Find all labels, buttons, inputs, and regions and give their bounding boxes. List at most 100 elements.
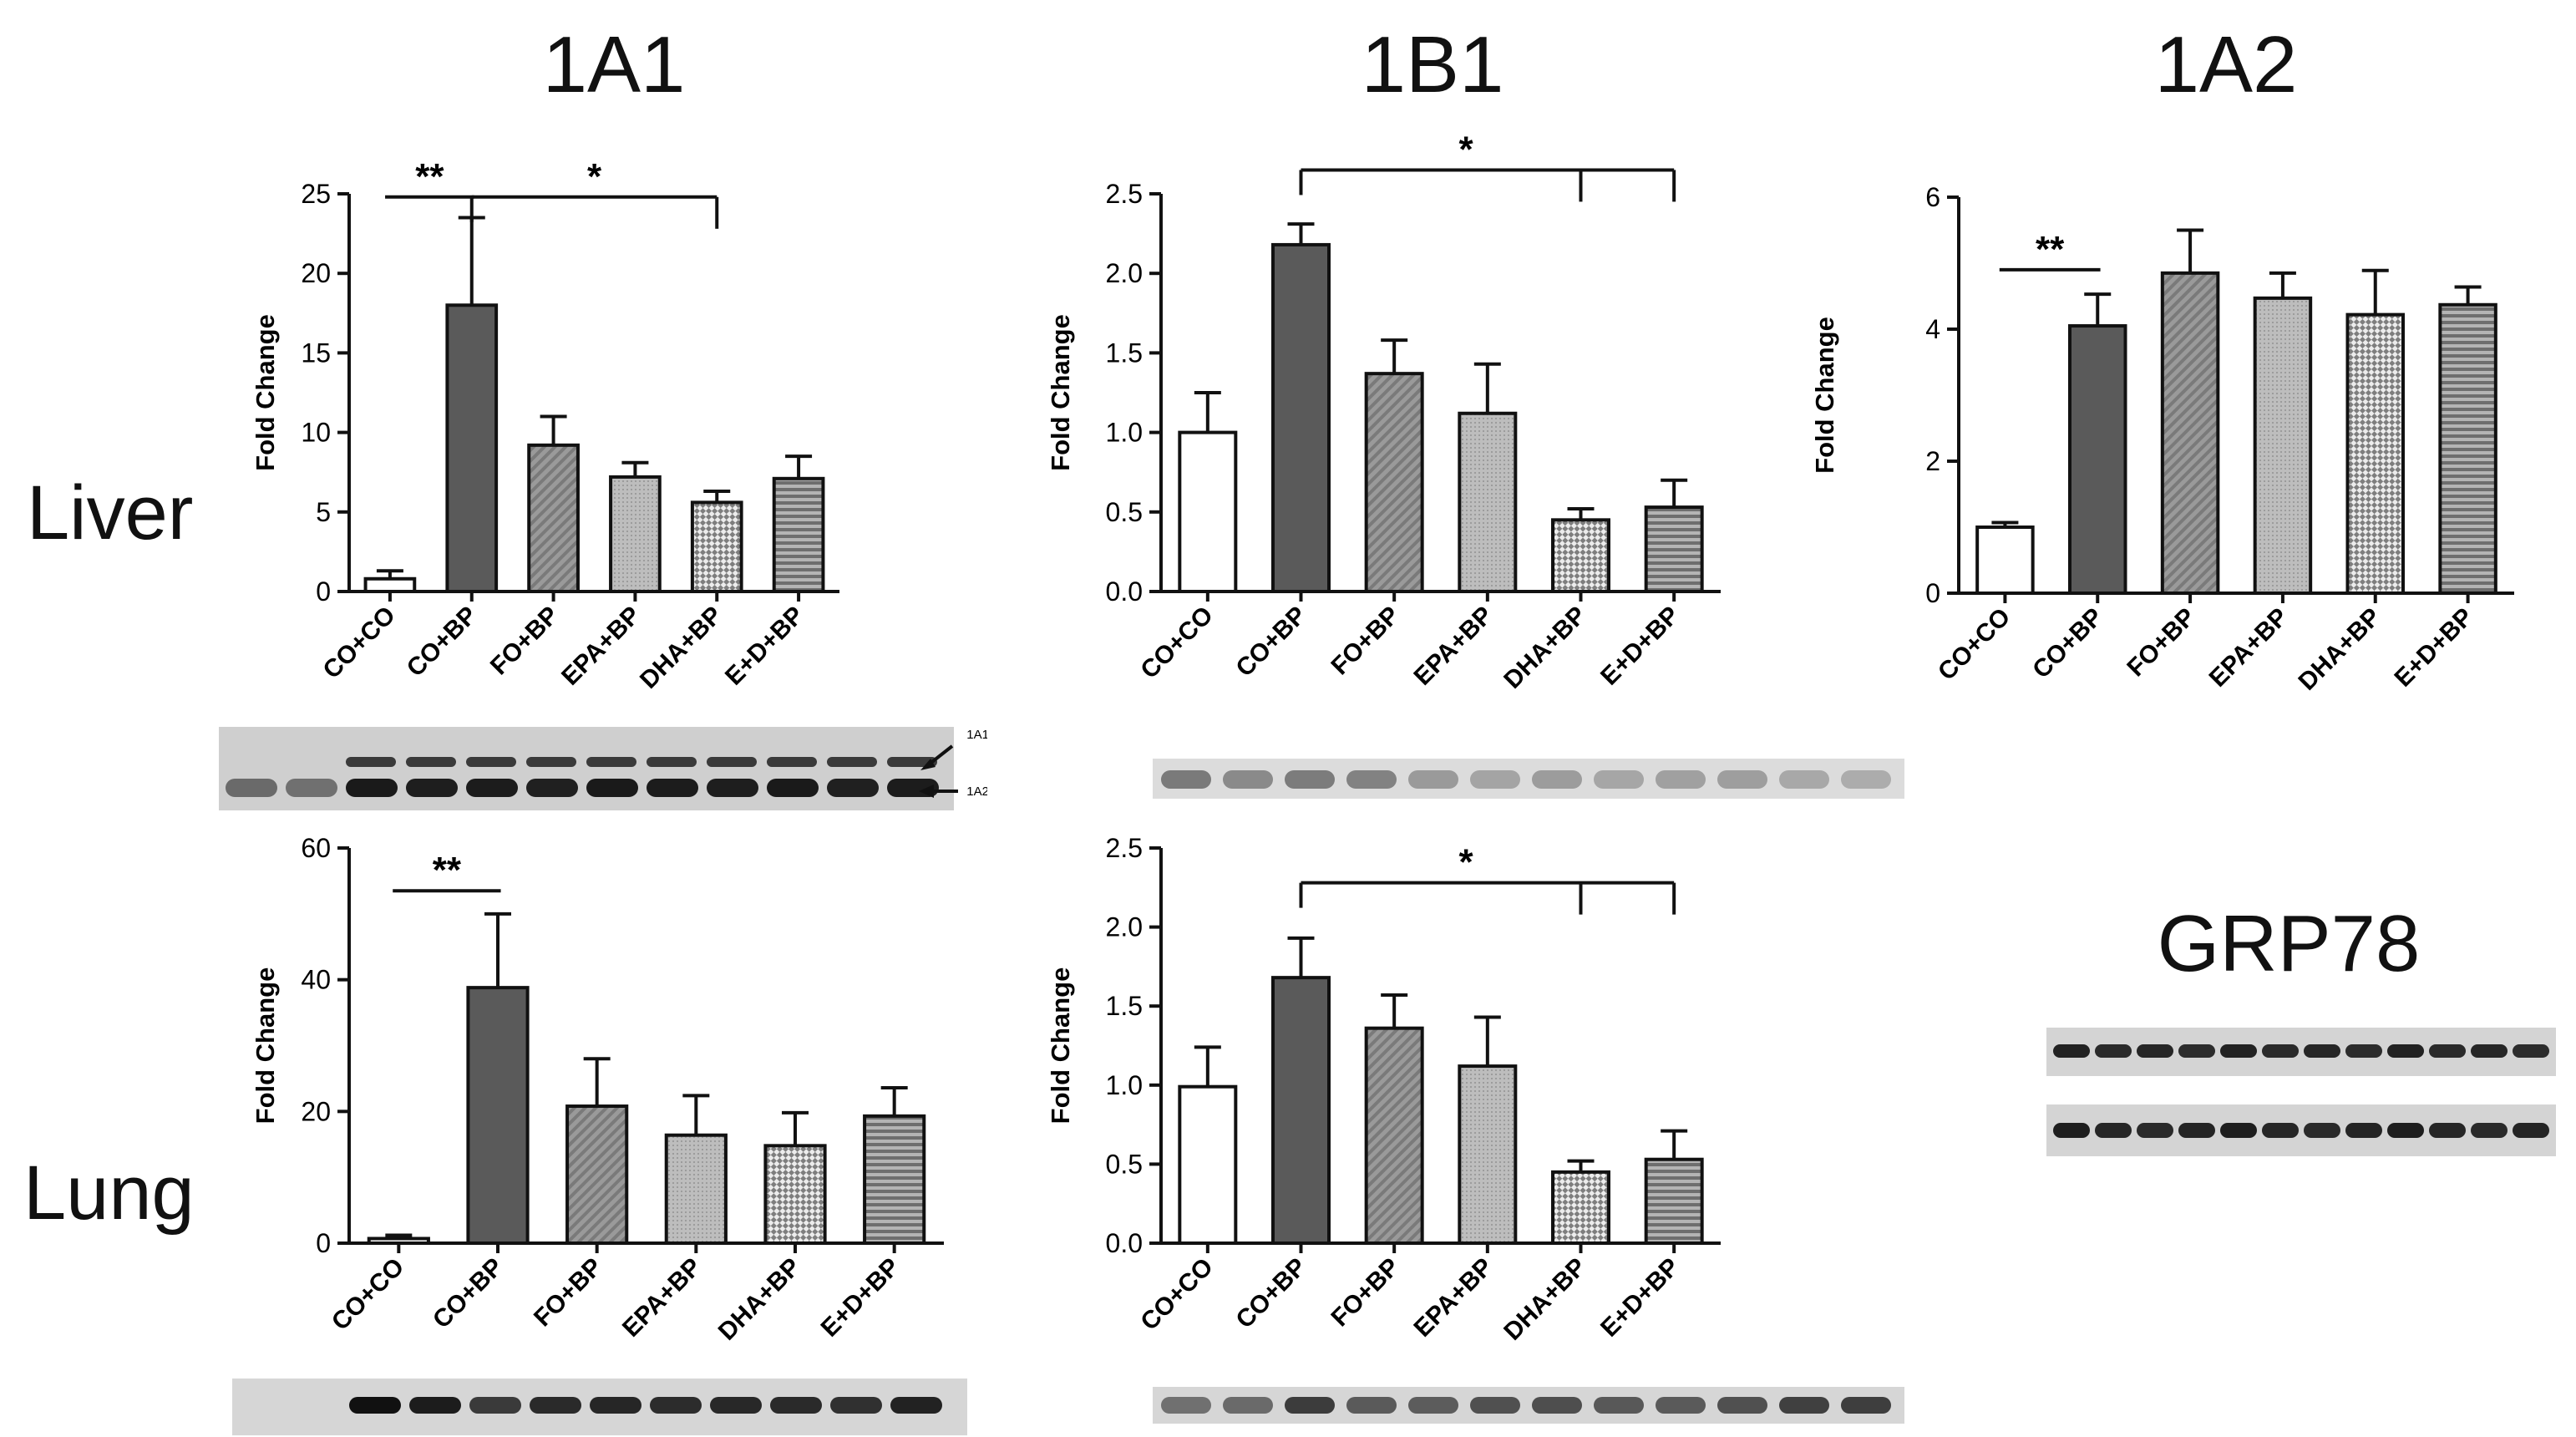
bar-CO+CO bbox=[363, 576, 417, 594]
bar-DHA+BP bbox=[2345, 312, 2405, 595]
blot-band bbox=[647, 757, 697, 767]
western-blot-grp78 bbox=[2046, 1028, 2556, 1156]
blot-band bbox=[2053, 1123, 2090, 1138]
blot-band bbox=[1161, 1397, 1211, 1414]
blot-band bbox=[286, 779, 337, 797]
blot-band bbox=[887, 757, 937, 767]
y-tick-label: 2 bbox=[1925, 446, 1940, 476]
y-tick-label: 20 bbox=[301, 258, 331, 288]
blot-band bbox=[469, 1397, 521, 1414]
x-tick-label: DHA+BP bbox=[1498, 602, 1591, 694]
y-tick-label: 0.0 bbox=[1106, 576, 1143, 607]
western-blot-lung-1b1 bbox=[1153, 1387, 1904, 1424]
x-tick-label: DHA+BP bbox=[713, 1253, 806, 1346]
blot-band bbox=[1470, 1397, 1520, 1414]
bar-EPA+BP bbox=[1458, 411, 1518, 594]
blot-band bbox=[586, 779, 638, 797]
y-tick-label: 0 bbox=[1925, 578, 1940, 608]
significance-label: ** bbox=[433, 850, 462, 891]
blot-band bbox=[1408, 1397, 1458, 1414]
x-tick-label: CO+BP bbox=[2027, 603, 2108, 684]
blot-band bbox=[530, 1397, 581, 1414]
chart-liver-1a1: 0 5 10 15 20 25 Fold Change CO+CO CO+BP FO+BPEPA+… bbox=[251, 156, 839, 694]
y-axis-label: Fold Change bbox=[1046, 967, 1075, 1125]
bar-E+D+BP bbox=[1644, 1157, 1704, 1245]
x-tick-label: E+D+BP bbox=[720, 602, 809, 691]
blot-band bbox=[1779, 1397, 1829, 1414]
y-tick-label: 0 bbox=[316, 576, 331, 607]
blot-band bbox=[707, 757, 757, 767]
bar-FO+BP bbox=[1364, 372, 1424, 593]
bar-DHA+BP bbox=[690, 500, 743, 593]
blot-band bbox=[406, 779, 458, 797]
chart-liver-1a2: 0 2 4 6 Fold Change CO+CO CO+BP FO+BP EPA+BP DHA+… bbox=[1810, 182, 2514, 696]
x-tick-label: CO+BP bbox=[1230, 602, 1311, 683]
x-tick-label: EPA+BP bbox=[556, 602, 646, 691]
x-tick-label: CO+CO bbox=[1933, 603, 2016, 686]
blot-band bbox=[2387, 1044, 2424, 1058]
blot-band bbox=[2345, 1123, 2382, 1138]
y-tick-label: 2.5 bbox=[1106, 179, 1143, 209]
significance-label: * bbox=[1458, 129, 1473, 170]
column-title-1b1: 1B1 bbox=[1361, 20, 1504, 109]
blot-band bbox=[2095, 1044, 2132, 1058]
y-tick-label: 15 bbox=[301, 338, 331, 368]
blot-band bbox=[1656, 1397, 1706, 1414]
blot-band bbox=[349, 1397, 401, 1414]
blot-band bbox=[466, 757, 516, 767]
y-axis-label: Fold Change bbox=[1046, 314, 1075, 471]
blot-band bbox=[1717, 1397, 1767, 1414]
blot-band bbox=[2095, 1123, 2132, 1138]
row-label-lung: Lung bbox=[23, 1150, 195, 1236]
blot-marker-1a1: 1A1 bbox=[966, 728, 987, 742]
bar-E+D+BP bbox=[1644, 505, 1704, 594]
blot-band bbox=[2304, 1044, 2340, 1058]
bar-CO+CO bbox=[1178, 1084, 1238, 1246]
x-tick-label: CO+CO bbox=[317, 602, 400, 684]
y-tick-label: 0.5 bbox=[1106, 1149, 1143, 1179]
y-axis-label: Fold Change bbox=[251, 314, 280, 471]
bar-EPA+BP bbox=[664, 1133, 728, 1246]
significance-label: ** bbox=[415, 156, 444, 197]
blot-band bbox=[827, 779, 879, 797]
x-tick-label: CO+CO bbox=[1135, 602, 1218, 684]
x-tick-label: CO+BP bbox=[402, 602, 483, 683]
blot-band bbox=[767, 757, 817, 767]
blot-band bbox=[710, 1397, 762, 1414]
blot-band bbox=[590, 1397, 641, 1414]
x-tick-label: EPA+BP bbox=[617, 1253, 707, 1343]
arrowhead-1a2-icon bbox=[919, 785, 934, 798]
blot-band bbox=[2513, 1044, 2549, 1058]
blot-background bbox=[1153, 759, 1904, 799]
y-axis-label: Fold Change bbox=[1810, 317, 1839, 474]
x-tick-label: E+D+BP bbox=[2389, 603, 2478, 693]
y-tick-label: 6 bbox=[1925, 182, 1940, 212]
blot-band bbox=[2304, 1123, 2340, 1138]
x-tick-label: DHA+BP bbox=[1498, 1253, 1591, 1346]
bar-FO+BP bbox=[2160, 271, 2220, 595]
blot-band bbox=[1161, 770, 1211, 789]
chart-liver-1b1: 0.0 0.5 1.0 1.5 2.0 2.5 Fold Change CO+CO CO+BP F… bbox=[1046, 129, 1721, 694]
blot-band bbox=[1223, 770, 1273, 789]
bar-E+D+BP bbox=[863, 1114, 926, 1246]
y-tick-label: 25 bbox=[301, 179, 331, 209]
x-tick-label: E+D+BP bbox=[816, 1253, 905, 1343]
bar-DHA+BP bbox=[1551, 518, 1610, 594]
bar-CO+BP bbox=[1271, 242, 1331, 593]
bar-DHA+BP bbox=[1551, 1170, 1610, 1245]
grp78-title: GRP78 bbox=[2157, 899, 2421, 988]
bar-CO+BP bbox=[1271, 976, 1331, 1246]
blot-background bbox=[219, 727, 954, 810]
y-tick-label: 4 bbox=[1925, 314, 1940, 344]
blot-band bbox=[1779, 770, 1829, 789]
x-tick-label: E+D+BP bbox=[1595, 1253, 1685, 1343]
bar-CO+CO bbox=[367, 1236, 430, 1246]
blot-band bbox=[2471, 1044, 2508, 1058]
significance-label: * bbox=[587, 156, 602, 197]
blot-band bbox=[650, 1397, 702, 1414]
blot-band bbox=[466, 779, 518, 797]
blot-band bbox=[2387, 1123, 2424, 1138]
bar-CO+CO bbox=[1975, 526, 2035, 595]
row-label-liver: Liver bbox=[27, 470, 194, 556]
blot-band bbox=[1223, 1397, 1273, 1414]
